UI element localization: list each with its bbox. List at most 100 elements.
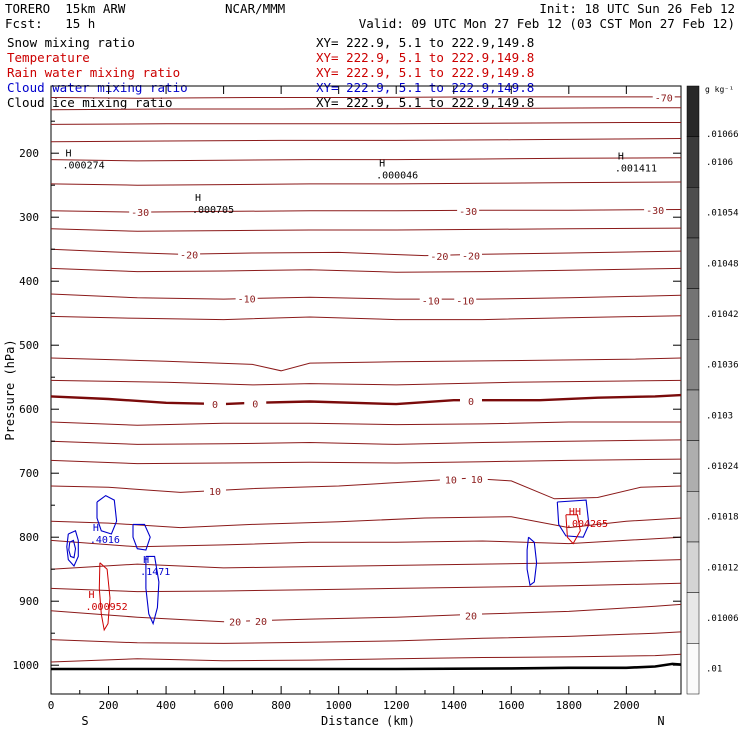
x-tick-label: 1200	[383, 699, 410, 712]
y-tick-label: 400	[19, 275, 39, 288]
contour-label-bg	[460, 249, 482, 262]
contour-label-bg	[203, 398, 226, 411]
contour-label-bg	[460, 394, 482, 407]
temperature-contour	[50, 653, 682, 663]
colorbar-label: .01066	[706, 130, 739, 140]
colorbar-swatch	[686, 85, 700, 137]
y-axis-label: Pressure (hPa)	[3, 339, 17, 440]
contour-label: 10	[471, 475, 483, 486]
x-tick-label: 0	[48, 699, 55, 712]
contour-label: 20	[255, 617, 267, 628]
extremum-mark: H	[93, 523, 99, 534]
x-tick-label: 1600	[498, 699, 525, 712]
field-xy: XY= 222.9, 5.1 to 222.9,149.8	[316, 95, 534, 110]
temperature-contour	[50, 138, 682, 143]
temperature-contour	[50, 582, 682, 593]
cloud-water-contour	[96, 494, 118, 535]
temperature-contour	[50, 293, 682, 300]
x-tick-label: 200	[99, 699, 119, 712]
x-tick-label: 400	[156, 699, 176, 712]
temperature-contour	[50, 603, 682, 623]
temperature-contour	[50, 227, 682, 232]
colorbar-label: .0103	[706, 411, 733, 421]
y-tick-label: 600	[19, 403, 39, 416]
cloud-water-contour	[68, 539, 77, 559]
x-tick-label: 600	[214, 699, 234, 712]
temperature-contour	[50, 209, 682, 213]
cloud-water-contour	[132, 523, 151, 551]
y-tick-label: 700	[19, 467, 39, 480]
colorbar-label: .0106	[706, 158, 733, 168]
temperature-contour	[50, 379, 682, 386]
north-label: N	[657, 714, 664, 728]
colorbar-label: .01042	[706, 310, 739, 320]
south-label: S	[81, 714, 88, 728]
extremum-value: .000705	[192, 205, 234, 216]
contour-label-bg	[235, 292, 258, 305]
extremum-value: .001411	[615, 164, 657, 175]
temperature-contour	[50, 357, 682, 372]
field-legend: Snow mixing ratio XY= 222.9, 5.1 to 222.9…	[7, 35, 534, 110]
colorbar-swatch	[686, 440, 700, 492]
contour-label: -10	[238, 294, 256, 305]
contour-label-bg	[465, 472, 488, 485]
y-tick-label: 500	[19, 339, 39, 352]
colorbar-unit: g kg⁻¹	[705, 85, 734, 94]
contour-label: -10	[456, 296, 474, 307]
colorbar-swatch	[686, 389, 700, 441]
extremum-mark: HH	[569, 507, 581, 518]
contour-label: 10	[445, 476, 457, 487]
contour-label: -70	[655, 94, 673, 105]
colorbar-swatch	[686, 136, 700, 188]
y-tick-label: 800	[19, 531, 39, 544]
colorbar-swatch	[686, 592, 700, 644]
y-tick-label: 200	[19, 147, 39, 160]
contour-label-bg	[644, 204, 667, 217]
contour-label: 20	[465, 611, 477, 622]
temperature-contour	[50, 421, 681, 426]
temperature-contour	[50, 248, 682, 257]
contour-label-bg	[439, 473, 462, 486]
extremum-mark: H	[618, 152, 624, 163]
x-tick-label: 800	[271, 699, 291, 712]
contour-label: -30	[646, 206, 664, 217]
freezing-level-contour	[50, 393, 682, 406]
header-init: Init: 18 UTC Sun 26 Feb 12	[539, 1, 735, 16]
extremum-mark: H	[379, 159, 385, 170]
contour-label: -30	[459, 207, 477, 218]
temperature-contour	[50, 536, 682, 548]
x-tick-label: 2000	[613, 699, 640, 712]
colorbar: .01066 .0106 .01054 .01048 .01042 .01036 .0103…	[686, 85, 739, 695]
colorbar-swatch	[686, 187, 700, 239]
temperature-contour	[50, 157, 682, 162]
extremum-value: .000952	[86, 602, 128, 613]
field-xy: XY= 222.9, 5.1 to 222.9,149.8	[316, 50, 534, 65]
colorbar-label: .01036	[706, 361, 739, 371]
colorbar-label: .01012	[706, 563, 739, 573]
colorbar-swatch	[686, 339, 700, 391]
contour-label-bg	[457, 204, 480, 217]
colorbar-label: .01024	[706, 462, 739, 472]
temperature-contour	[50, 315, 682, 321]
field-name: Temperature	[7, 50, 90, 65]
colorbar-swatch	[686, 237, 700, 289]
contour-label: 0	[212, 400, 218, 411]
cloud-water-contour	[145, 555, 160, 626]
extremum-value: .000046	[376, 171, 418, 182]
colorbar-label: .01048	[706, 259, 739, 269]
rain-water-contour	[565, 514, 581, 545]
contour-label-bg	[250, 615, 272, 628]
contour-label-bg	[178, 248, 201, 261]
header-forecast: Fcst: 15 h	[5, 16, 95, 31]
temperature-contour	[50, 631, 682, 644]
contour-label: -20	[180, 250, 198, 261]
temperature-contour	[50, 559, 682, 570]
temperature-contour	[50, 96, 681, 99]
y-tick-label: 300	[19, 211, 39, 224]
colorbar-swatch	[686, 541, 700, 593]
colorbar-swatch	[686, 643, 700, 695]
cloud-water-contour	[526, 536, 538, 587]
field-name: Cloud ice mixing ratio	[7, 95, 173, 110]
contour-label-bg	[419, 294, 442, 307]
